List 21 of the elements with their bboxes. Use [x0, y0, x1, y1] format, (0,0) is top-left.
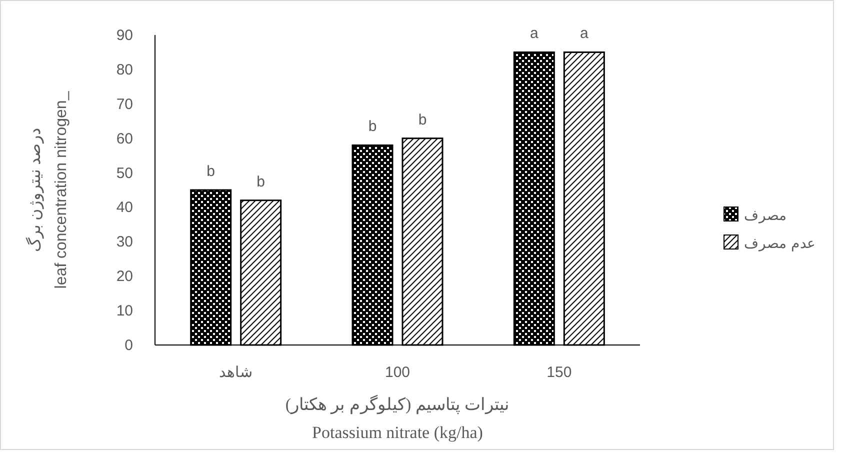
y-tick-label: 90: [116, 27, 133, 44]
data-label: b: [418, 111, 427, 128]
y-tick-label: 70: [116, 96, 133, 113]
data-label: b: [368, 118, 377, 136]
x-tick-label: شاهد: [218, 364, 253, 381]
y-tick-label: 30: [116, 234, 133, 251]
x-tick-label: 100: [384, 364, 410, 381]
y-tick-label: 50: [116, 164, 133, 182]
data-label: a: [580, 25, 589, 42]
y-tick-label: 20: [116, 268, 133, 286]
y-tick-label: 60: [116, 130, 133, 148]
y-tick-label: 0: [124, 337, 133, 354]
y-tick-label: 40: [116, 199, 133, 216]
legend-label: عدم مصرف: [744, 235, 815, 252]
data-label: a: [530, 25, 539, 42]
legend-label: مصرف: [744, 207, 787, 224]
y-tick-label: 10: [116, 302, 133, 320]
x-tick-label: 150: [546, 364, 572, 381]
data-label: b: [256, 173, 266, 190]
data-label: b: [206, 163, 216, 180]
y-tick-label: 80: [116, 61, 133, 78]
